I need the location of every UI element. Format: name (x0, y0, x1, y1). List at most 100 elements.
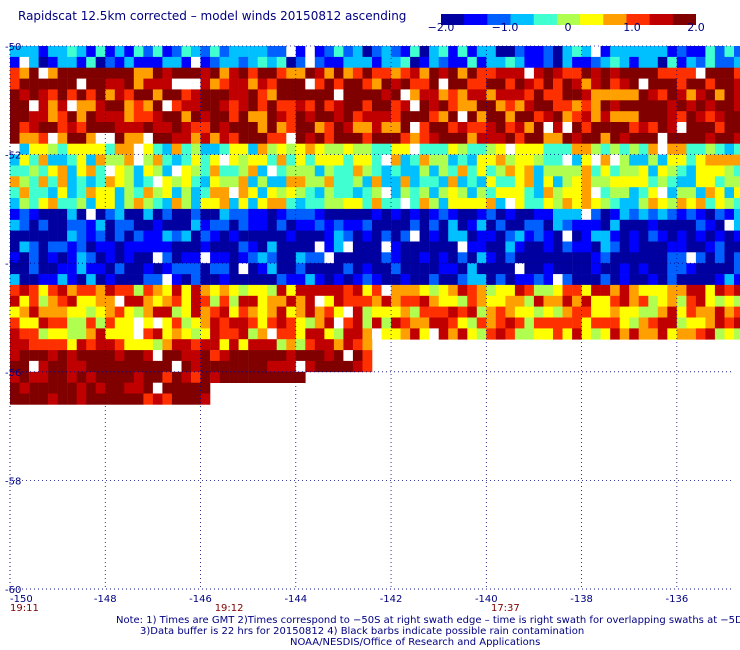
heatmap-cell (191, 252, 201, 264)
heatmap-cell (514, 165, 525, 177)
heatmap-cell (48, 284, 58, 297)
heatmap-cell (162, 263, 173, 275)
heatmap-cell (505, 284, 516, 297)
heatmap-cell (391, 198, 401, 210)
heatmap-cell (248, 111, 258, 123)
heatmap-cell (533, 89, 544, 101)
heatmap-cell (372, 241, 382, 253)
heatmap-cell (95, 230, 106, 242)
heatmap-cell (29, 317, 39, 329)
heatmap-cell (67, 143, 77, 155)
heatmap-cell (143, 350, 154, 362)
heatmap-cell (67, 350, 77, 362)
heatmap-cell (38, 122, 49, 134)
heatmap-cell (162, 241, 173, 253)
heatmap-cell (667, 78, 678, 90)
heatmap-cell (686, 274, 697, 286)
heatmap-cell (19, 393, 30, 405)
heatmap-cell (467, 274, 478, 286)
heatmap-cell (210, 46, 220, 58)
heatmap-cell (191, 317, 201, 329)
heatmap-cell (543, 165, 554, 177)
heatmap-cell (610, 89, 620, 101)
heatmap-cell (610, 46, 620, 58)
heatmap-cell (10, 350, 20, 362)
heatmap-cell (181, 382, 192, 394)
heatmap-cell (57, 328, 68, 340)
heatmap-cell (133, 328, 144, 340)
heatmap-cell (476, 111, 487, 123)
heatmap-cell (514, 176, 525, 188)
heatmap-cell (438, 132, 449, 145)
heatmap-cell (562, 198, 573, 210)
heatmap-cell (705, 187, 716, 199)
heatmap-cell (438, 46, 449, 58)
heatmap-cell (305, 230, 316, 242)
heatmap-cell (686, 89, 697, 101)
heatmap-cell (514, 67, 525, 79)
heatmap-cell (29, 371, 39, 383)
heatmap-cell (676, 230, 687, 242)
heatmap-cell (505, 56, 516, 69)
heatmap-cell (114, 132, 125, 145)
heatmap-cell (657, 306, 668, 318)
heatmap-cell (429, 284, 439, 297)
heatmap-cell (38, 241, 49, 253)
heatmap-cell (381, 165, 392, 177)
heatmap-cell (95, 165, 106, 177)
heatmap-cell (648, 67, 659, 79)
heatmap-cell (610, 219, 620, 231)
heatmap-cell (600, 208, 611, 221)
heatmap-cell (257, 165, 268, 177)
heatmap-cell (543, 56, 554, 69)
heatmap-cell (619, 274, 630, 286)
heatmap-cell (67, 382, 77, 394)
heatmap-cell (410, 306, 420, 318)
heatmap-cell (343, 89, 354, 101)
heatmap-cell (133, 360, 144, 373)
heatmap-cell (495, 111, 506, 123)
heatmap-cell (581, 132, 592, 145)
heatmap-cell (314, 252, 325, 264)
heatmap-cell (162, 219, 173, 231)
heatmap-cell (229, 89, 239, 101)
heatmap-cell (553, 295, 563, 307)
heatmap-cell (562, 89, 573, 101)
heatmap-cell (229, 339, 239, 351)
heatmap-cell (181, 132, 192, 145)
heatmap-cell (391, 274, 401, 286)
heatmap-cell (171, 100, 182, 112)
heatmap-cell (257, 122, 268, 134)
heatmap-cell (514, 252, 525, 264)
heatmap-cell (391, 56, 401, 69)
heatmap-cell (248, 56, 258, 69)
heatmap-cell (419, 230, 430, 242)
heatmap-cell (248, 176, 258, 188)
heatmap-cell (200, 360, 211, 373)
heatmap-cell (486, 317, 497, 329)
heatmap-cell (95, 176, 106, 188)
heatmap-cell (295, 219, 306, 231)
heatmap-cell (105, 393, 116, 405)
heatmap-cell (19, 154, 30, 166)
heatmap-cell (343, 56, 354, 69)
heatmap-cell (695, 165, 706, 177)
heatmap-cell (333, 198, 344, 210)
heatmap-cell (734, 295, 740, 307)
heatmap-cell (381, 176, 392, 188)
heatmap-cell (86, 165, 96, 177)
footnote-line-3: NOAA/NESDIS/Office of Research and Appli… (290, 637, 541, 648)
heatmap-cell (648, 111, 659, 123)
heatmap-cell (133, 56, 144, 69)
heatmap-cell (333, 56, 344, 69)
heatmap-cell (553, 187, 563, 199)
heatmap-cell (372, 219, 382, 231)
heatmap-cell (171, 274, 182, 286)
heatmap-cell (476, 56, 487, 69)
heatmap-cell (29, 295, 39, 307)
heatmap-cell (95, 263, 106, 275)
heatmap-cell (86, 230, 96, 242)
heatmap-cell (324, 67, 335, 79)
heatmap-cell (67, 89, 77, 101)
heatmap-cell (191, 89, 201, 101)
